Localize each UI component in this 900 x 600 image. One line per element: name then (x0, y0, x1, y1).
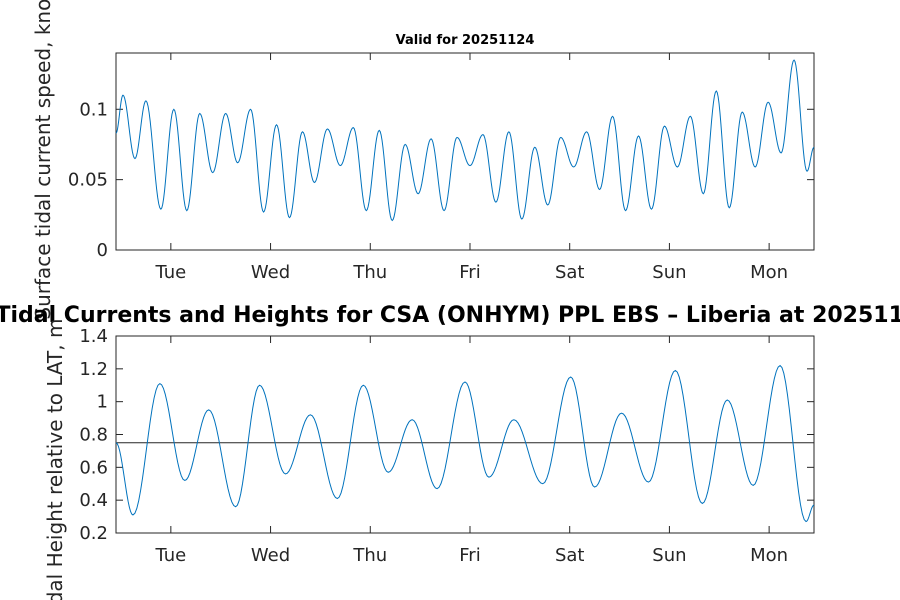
current-speed-ytick-label: 0.1 (79, 99, 108, 120)
tidal-height-line (115, 364, 815, 523)
tidal-height-ytick-label: 1 (97, 392, 108, 413)
current-speed-xtick-label: Thu (352, 262, 387, 283)
current-speed-xtick-label: Sat (555, 262, 585, 283)
tidal-height-ylabel: Tidal Height relative to LAT, m (43, 319, 67, 600)
current-speed-xtick-label: Sun (652, 262, 686, 283)
current-speed-xtick-label: Mon (750, 262, 788, 283)
current-speed-xtick-label: Fri (459, 262, 480, 283)
current-speed-ytick-label: 0 (97, 240, 108, 261)
tidal-height-xtick-label: Sat (555, 545, 585, 566)
tidal-height-xtick-label: Fri (459, 545, 480, 566)
current-speed-panel: 0 0.05 0.1 Tue Wed Thu Fri Sat Sun Mon Valid for … (31, 0, 815, 320)
tidal-height-ytick-label: 1.2 (79, 359, 108, 380)
current-speed-ticks: 0 0.05 0.1 Tue Wed Thu Fri Sat Sun Mon (68, 53, 814, 283)
tidal-height-panel: 0.2 0.4 0.6 0.8 1 1.2 1.4 Tue Wed Thu Fri Sat Sun Mon… (0, 303, 900, 600)
tidal-height-ticks: 0.2 0.4 0.6 0.8 1 1.2 1.4 Tue Wed Thu Fri Sat Sun Mon (79, 326, 814, 566)
tidal-height-ytick-label: 0.2 (79, 523, 108, 544)
current-speed-xtick-label: Wed (251, 262, 290, 283)
current-speed-line (115, 59, 815, 222)
current-speed-xtick-label: Tue (154, 262, 186, 283)
tidal-height-xtick-label: Wed (251, 545, 290, 566)
tidal-height-ytick-label: 0.4 (79, 490, 108, 511)
tidal-height-axes-box (115, 335, 815, 534)
tidal-height-title: Tidal Currents and Heights for CSA (ONHY… (0, 303, 900, 328)
current-speed-ytick-label: 0.05 (68, 170, 108, 191)
current-speed-axes-box (115, 52, 815, 251)
current-speed-title: Valid for 20251124 (396, 33, 535, 48)
tidal-height-xtick-label: Mon (750, 545, 788, 566)
current-speed-ylabel: Surface tidal current speed, knots (31, 0, 55, 320)
tidal-height-xtick-label: Sun (652, 545, 686, 566)
tidal-height-ytick-label: 0.6 (79, 457, 108, 478)
tidal-height-ytick-label: 1.4 (79, 326, 108, 347)
tidal-height-ytick-label: 0.8 (79, 425, 108, 446)
tidal-height-xtick-label: Tue (154, 545, 186, 566)
tidal-height-xtick-label: Thu (352, 545, 387, 566)
